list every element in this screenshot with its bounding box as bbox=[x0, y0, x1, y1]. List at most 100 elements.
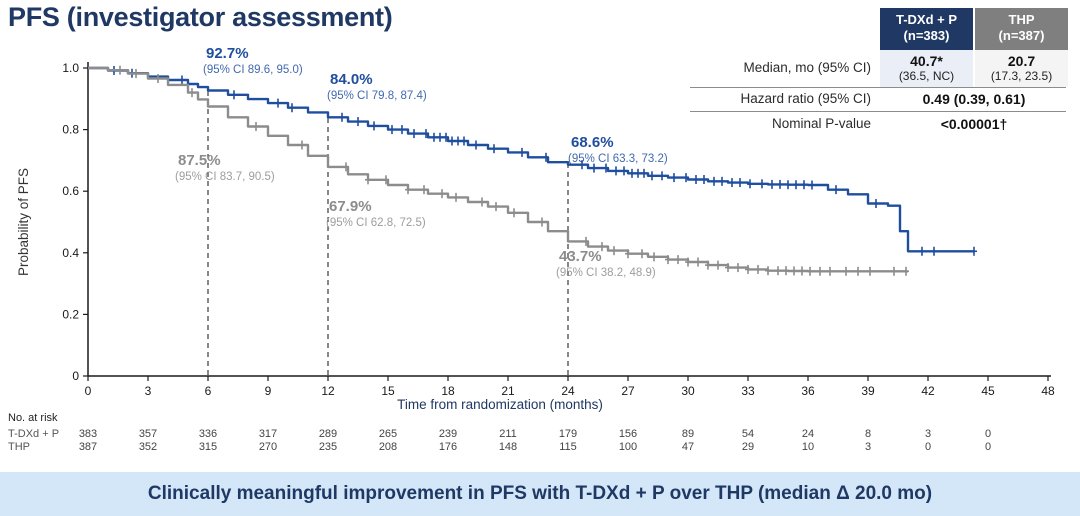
landmark-ci: (95% CI 63.3, 73.2) bbox=[568, 153, 668, 165]
x-tick-label: 33 bbox=[741, 384, 755, 398]
y-tick-label: 0.6 bbox=[62, 184, 79, 198]
stats-header-row: T-DXd + P (n=383) THP (n=387) bbox=[690, 8, 1068, 50]
conclusion-banner: Clinically meaningful improvement in PFS… bbox=[0, 472, 1080, 516]
risk-count: 357 bbox=[139, 428, 157, 440]
landmark-value: 92.7% bbox=[206, 45, 249, 62]
landmark-value: 87.5% bbox=[178, 152, 221, 169]
stats-header-thp-n: (n=387) bbox=[998, 28, 1045, 44]
stats-header-tdxd-n: (n=383) bbox=[903, 28, 950, 44]
landmark-ci: (95% CI 38.2, 48.9) bbox=[556, 267, 656, 279]
median-row: Median, mo (95% CI) 40.7* (36.5, NC) 20.… bbox=[690, 49, 1068, 88]
x-tick-label: 42 bbox=[921, 384, 935, 398]
p-value-row: Nominal P-value <0.00001† bbox=[690, 112, 1066, 136]
risk-row-name-thp: THP bbox=[8, 441, 30, 453]
risk-count: 29 bbox=[742, 441, 754, 453]
x-tick-label: 15 bbox=[381, 384, 395, 398]
risk-count: 317 bbox=[259, 428, 277, 440]
stats-header-tdxd-label: T-DXd + P bbox=[895, 12, 958, 27]
risk-row-name-t-dxd-p: T-DXd + P bbox=[8, 428, 59, 440]
y-tick-label: 0 bbox=[72, 369, 79, 383]
x-tick-label: 18 bbox=[441, 384, 455, 398]
risk-count: 47 bbox=[682, 441, 694, 453]
risk-count: 54 bbox=[742, 428, 754, 440]
p-value-value: <0.00001† bbox=[940, 115, 1008, 132]
risk-count: 179 bbox=[559, 428, 577, 440]
risk-count: 239 bbox=[439, 428, 457, 440]
stats-header-thp-label: THP bbox=[1008, 12, 1035, 27]
hazard-ratio-label: Hazard ratio (95% CI) bbox=[740, 91, 871, 107]
x-tick-label: 24 bbox=[561, 384, 575, 398]
risk-count: 289 bbox=[319, 428, 337, 440]
risk-count: 265 bbox=[379, 428, 397, 440]
x-tick-label: 36 bbox=[801, 384, 815, 398]
risk-count: 211 bbox=[499, 428, 517, 440]
hazard-ratio-value: 0.49 (0.39, 0.61) bbox=[922, 91, 1026, 107]
risk-count: 315 bbox=[199, 441, 217, 453]
median-value-tdxd: 40.7* (36.5, NC) bbox=[880, 49, 973, 87]
median-thp-main: 20.7 bbox=[1007, 52, 1036, 69]
x-tick-label: 6 bbox=[205, 384, 212, 398]
risk-table-title: No. at risk bbox=[8, 412, 58, 424]
p-value-label: Nominal P-value bbox=[771, 115, 871, 131]
x-tick-label: 0 bbox=[85, 384, 92, 398]
landmark-ci: (95% CI 62.8, 72.5) bbox=[326, 217, 426, 229]
x-tick-label: 3 bbox=[145, 384, 152, 398]
x-axis-title: Time from randomization (months) bbox=[397, 397, 603, 412]
risk-count: 148 bbox=[499, 441, 517, 453]
landmark-value: 43.7% bbox=[559, 248, 602, 265]
risk-count: 0 bbox=[985, 441, 991, 453]
x-tick-label: 39 bbox=[861, 384, 875, 398]
stats-header-spacer bbox=[690, 8, 878, 50]
x-tick-label: 30 bbox=[681, 384, 695, 398]
median-tdxd-ci: (36.5, NC) bbox=[898, 68, 955, 83]
y-tick-label: 0.8 bbox=[62, 123, 79, 137]
y-tick-label: 1.0 bbox=[62, 61, 79, 75]
landmark-ci: (95% CI 79.8, 87.4) bbox=[327, 90, 427, 102]
risk-count: 3 bbox=[865, 441, 871, 453]
stats-table: T-DXd + P (n=383) THP (n=387) Median, mo… bbox=[690, 8, 1068, 136]
risk-count: 383 bbox=[79, 428, 97, 440]
risk-count: 208 bbox=[379, 441, 397, 453]
stats-header-tdxd: T-DXd + P (n=383) bbox=[880, 8, 973, 50]
stats-header-thp: THP (n=387) bbox=[975, 8, 1068, 50]
km-chart: 0 3 6 9 12 15 18 21 24 27 30 33 36 39 42 45 4800.20.40.6… bbox=[8, 45, 1055, 453]
y-tick-label: 0.2 bbox=[62, 307, 79, 321]
x-tick-label: 27 bbox=[621, 384, 635, 398]
risk-count: 387 bbox=[79, 441, 97, 453]
median-thp-ci: (17.3, 23.5) bbox=[990, 68, 1053, 83]
landmark-value: 68.6% bbox=[571, 134, 614, 151]
risk-count: 3 bbox=[925, 428, 931, 440]
y-tick-label: 0.4 bbox=[62, 246, 79, 260]
risk-count: 8 bbox=[865, 428, 871, 440]
landmark-ci: (95% CI 89.6, 95.0) bbox=[203, 64, 303, 76]
x-tick-label: 12 bbox=[321, 384, 335, 398]
risk-count: 176 bbox=[439, 441, 457, 453]
risk-count: 100 bbox=[619, 441, 637, 453]
risk-count: 336 bbox=[199, 428, 217, 440]
risk-count: 0 bbox=[985, 428, 991, 440]
risk-count: 115 bbox=[559, 441, 577, 453]
x-tick-label: 21 bbox=[501, 384, 515, 398]
x-tick-label: 45 bbox=[981, 384, 995, 398]
y-axis-title: Probability of PFS bbox=[16, 168, 31, 276]
risk-count: 10 bbox=[802, 441, 814, 453]
risk-count: 24 bbox=[802, 428, 814, 440]
landmark-ci: (95% CI 83.7, 90.5) bbox=[175, 171, 275, 183]
conclusion-text: Clinically meaningful improvement in PFS… bbox=[147, 483, 933, 504]
risk-count: 235 bbox=[319, 441, 337, 453]
page-title: PFS (investigator assessment) bbox=[8, 2, 393, 32]
risk-count: 0 bbox=[925, 441, 931, 453]
x-tick-label: 9 bbox=[265, 384, 272, 398]
risk-count: 156 bbox=[619, 428, 637, 440]
x-tick-label: 48 bbox=[1041, 384, 1055, 398]
hazard-ratio-row: Hazard ratio (95% CI) 0.49 (0.39, 0.61) bbox=[690, 88, 1066, 112]
median-tdxd-main: 40.7* bbox=[910, 52, 943, 69]
median-value-thp: 20.7 (17.3, 23.5) bbox=[975, 49, 1068, 87]
landmark-value: 67.9% bbox=[329, 198, 372, 215]
risk-count: 352 bbox=[139, 441, 157, 453]
risk-count: 89 bbox=[682, 428, 694, 440]
risk-count: 270 bbox=[259, 441, 277, 453]
median-label: Median, mo (95% CI) bbox=[743, 60, 871, 76]
landmark-value: 84.0% bbox=[330, 71, 373, 88]
